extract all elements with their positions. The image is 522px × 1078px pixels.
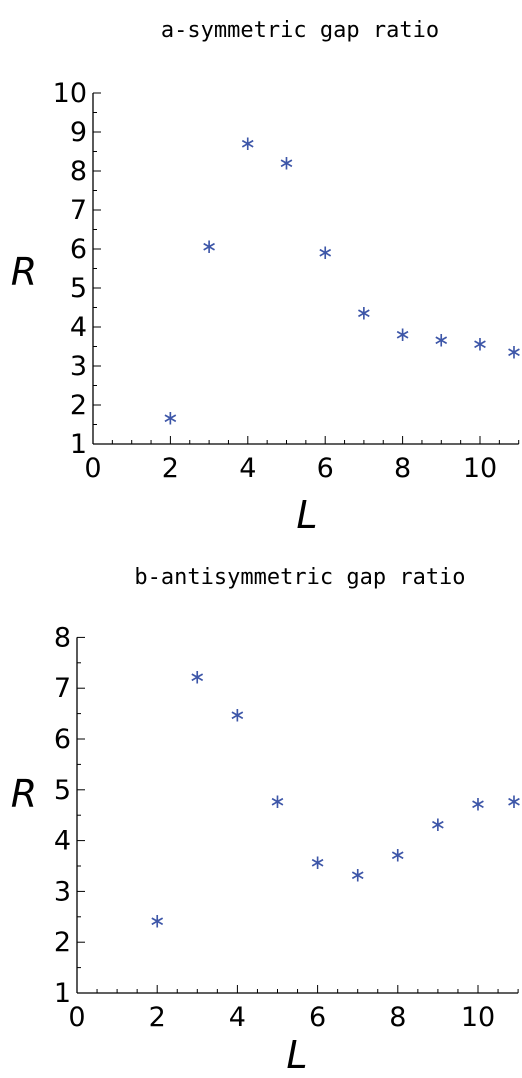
axes-a (92, 93, 519, 445)
x-tick-label: 2 (162, 453, 179, 484)
data-point: ∗ (189, 665, 206, 689)
data-point: ∗ (394, 322, 411, 346)
y-tick-label: 2 (54, 927, 71, 958)
y-tick-label: 5 (70, 273, 87, 304)
data-point: ∗ (149, 908, 166, 932)
data-point: ∗ (309, 850, 326, 874)
data-points-b: ∗ ∗ ∗ ∗ ∗ ∗ ∗ ∗ ∗ ∗ (149, 665, 522, 933)
y-tick-label: 1 (54, 978, 71, 1009)
x-tick-label: 2 (149, 1002, 166, 1033)
x-axis-label-b: L (286, 1033, 307, 1077)
y-tick-label: 4 (54, 826, 71, 857)
data-point: ∗ (356, 300, 373, 324)
y-tick-label: 7 (70, 195, 87, 226)
data-point: ∗ (317, 240, 334, 264)
chart-title-a: a-symmetric gap ratio (161, 18, 439, 43)
data-point: ∗ (470, 792, 487, 816)
data-point: ∗ (349, 863, 366, 887)
axes-b (76, 637, 519, 994)
x-tick-label: 0 (68, 1002, 85, 1033)
y-ticks-a: 1 2 3 4 5 6 7 8 9 10 (53, 78, 101, 460)
x-tick-label: 4 (229, 1002, 246, 1033)
panel-b: b-antisymmetric gap ratio R L 1 2 3 4 5 6 7 8 0… (11, 565, 522, 1077)
panel-a: a-symmetric gap ratio R L 1 2 3 4 5 6 7 8 9 10 0 2… (11, 18, 522, 537)
x-ticks-a: 0 2 4 6 8 10 (84, 436, 520, 484)
data-point: ∗ (472, 332, 489, 356)
x-tick-label: 10 (463, 453, 497, 484)
y-tick-label: 8 (54, 622, 71, 653)
data-point: ∗ (278, 150, 295, 174)
y-tick-label: 4 (70, 312, 87, 343)
x-tick-label: 4 (239, 453, 256, 484)
y-tick-label: 1 (70, 429, 87, 460)
y-ticks-b: 1 2 3 4 5 6 7 8 (54, 622, 85, 1009)
x-ticks-b: 0 2 4 6 8 10 (68, 985, 519, 1033)
y-tick-label: 10 (53, 78, 87, 109)
data-point: ∗ (433, 328, 450, 352)
y-tick-label: 9 (70, 117, 87, 148)
y-tick-label: 6 (54, 724, 71, 755)
data-point: ∗ (201, 234, 218, 258)
x-axis-label-a: L (296, 493, 317, 537)
data-point: ∗ (506, 789, 522, 813)
x-tick-label: 8 (394, 453, 411, 484)
data-point: ∗ (506, 339, 522, 363)
data-point: ∗ (229, 703, 246, 727)
x-tick-label: 10 (461, 1002, 495, 1033)
y-tick-label: 5 (54, 775, 71, 806)
x-tick-label: 6 (309, 1002, 326, 1033)
y-axis-label-a: R (11, 250, 37, 294)
y-tick-label: 8 (70, 156, 87, 187)
y-axis-label-b: R (11, 772, 37, 816)
x-tick-label: 6 (317, 453, 334, 484)
data-point: ∗ (389, 842, 406, 866)
data-point: ∗ (269, 789, 286, 813)
y-tick-label: 7 (54, 673, 71, 704)
data-point: ∗ (162, 406, 179, 430)
y-tick-label: 3 (54, 876, 71, 907)
x-tick-label: 0 (84, 453, 101, 484)
y-tick-label: 3 (70, 351, 87, 382)
data-point: ∗ (430, 812, 447, 836)
y-tick-label: 6 (70, 234, 87, 265)
x-tick-label: 8 (389, 1002, 406, 1033)
chart-title-b: b-antisymmetric gap ratio (134, 565, 465, 590)
data-point: ∗ (239, 131, 256, 155)
y-tick-label: 2 (70, 390, 87, 421)
data-points-a: ∗ ∗ ∗ ∗ ∗ ∗ ∗ ∗ ∗ ∗ (162, 131, 522, 430)
